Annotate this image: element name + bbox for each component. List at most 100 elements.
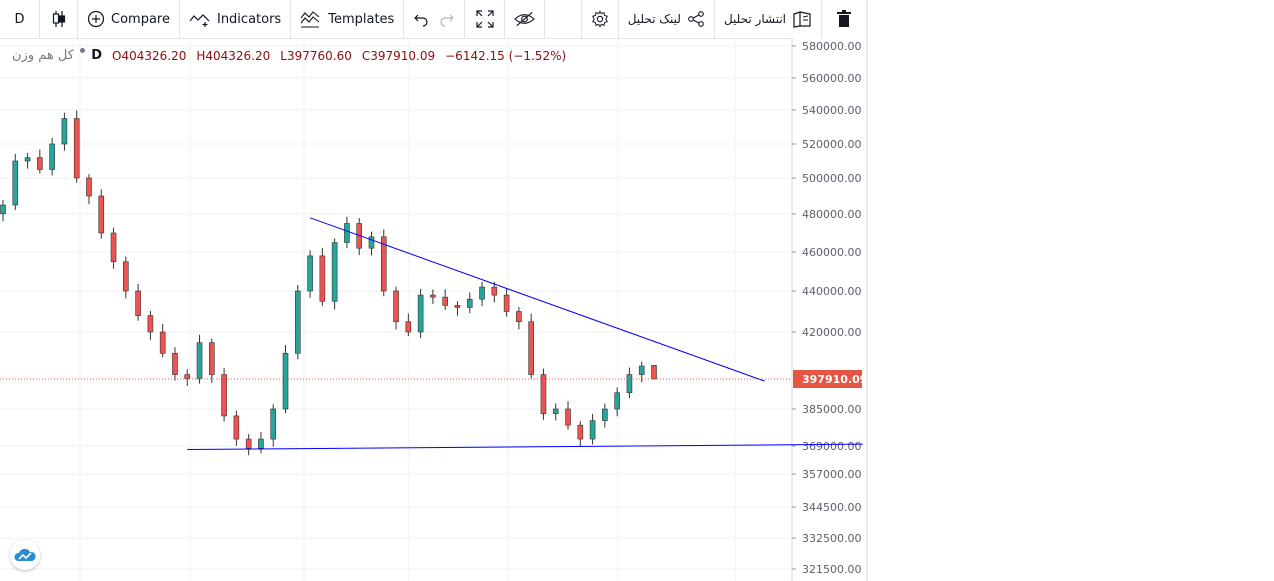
candle-body [172, 352, 178, 375]
candle-body [184, 374, 191, 380]
candle-body [110, 232, 117, 263]
legend-change: −6142.15 (−1.52%) [445, 48, 567, 63]
symbol-legend: کل هم وزن D O404326.20 H404326.20 L39776… [12, 48, 566, 63]
price-axis-label: 344500.00 [802, 501, 862, 514]
price-axis-label: 332500.00 [802, 532, 862, 545]
candle-body [245, 438, 252, 449]
candle-body [577, 424, 584, 440]
legend-high: H404326.20 [196, 48, 271, 63]
indicators-button[interactable]: Indicators [180, 0, 292, 38]
panel-edge [866, 0, 868, 581]
publish-label: انتشار تحلیل [723, 12, 786, 26]
candle-body [552, 408, 559, 414]
candle-body [454, 305, 461, 308]
candle-body [0, 204, 6, 215]
candle-body [319, 255, 326, 302]
gear-icon [591, 10, 608, 28]
compare-label: Compare [111, 11, 170, 27]
undo-icon[interactable] [413, 11, 429, 27]
trash-icon [837, 10, 851, 27]
candle-body [503, 294, 510, 312]
chart-type-button[interactable] [40, 0, 78, 38]
candle-body [307, 255, 313, 292]
price-chart[interactable]: 580000.00 560000.00 540000.00 520000.00 5000… [0, 38, 866, 581]
legend-low: L397760.60 [280, 48, 352, 63]
candle-body [24, 157, 31, 162]
indicators-icon [189, 14, 210, 27]
fullscreen-button[interactable] [465, 0, 506, 38]
fullscreen-icon [476, 10, 494, 28]
candle-body [368, 236, 375, 249]
last-price-label: 397910.09 [802, 373, 866, 386]
candle-body [651, 365, 657, 380]
candle-body [49, 143, 55, 170]
legend-dot [80, 48, 86, 53]
legend-open: O404326.20 [112, 48, 187, 63]
candle-body [602, 408, 608, 421]
candle-body [565, 408, 571, 426]
templates-button[interactable]: Templates [291, 0, 405, 38]
candle-body [147, 315, 154, 333]
chart-frame: D Compare Indicators [0, 0, 866, 581]
publish-icon [793, 11, 811, 28]
price-axis-label: 480000.00 [802, 208, 862, 221]
candle-body [344, 223, 350, 243]
candle-body [233, 415, 240, 440]
candle-body [626, 374, 633, 394]
candle-body [209, 342, 215, 375]
candles-icon [52, 11, 65, 27]
price-axis-label: 500000.00 [802, 172, 862, 185]
candle-body [638, 365, 645, 375]
price-axis-label: 460000.00 [802, 246, 862, 259]
publish-button[interactable]: انتشار تحلیل [715, 0, 822, 38]
last-price-tag [793, 370, 862, 388]
price-axis-label: 520000.00 [802, 138, 862, 151]
candle-body [540, 374, 547, 414]
candle-body [61, 118, 68, 145]
cloud-logo-icon [14, 548, 36, 561]
price-axis-background [792, 38, 866, 581]
share-link-button[interactable]: لینک تحلیل [619, 0, 715, 38]
price-axis-label: 440000.00 [802, 285, 862, 298]
candle-body [270, 408, 277, 440]
compare-button[interactable]: Compare [78, 0, 180, 38]
candle-body [331, 242, 338, 302]
price-axis-label: 321500.00 [802, 563, 862, 576]
candle-body [417, 294, 424, 333]
undo-redo-group [404, 0, 466, 38]
candle-body [37, 157, 43, 170]
resolution-label: D [14, 11, 25, 27]
candle-body [98, 195, 105, 234]
candle-body [479, 286, 485, 300]
candle-body [589, 420, 596, 440]
candle-body [466, 298, 473, 308]
chart-logo[interactable] [10, 540, 40, 570]
candle-body [430, 294, 436, 298]
delete-button[interactable] [822, 0, 866, 38]
share-link-label: لینک تحلیل [627, 12, 681, 26]
top-toolbar: D Compare Indicators [0, 0, 866, 39]
candle-body [258, 438, 264, 449]
settings-button[interactable] [580, 0, 619, 38]
candle-body [73, 118, 80, 179]
redo-icon[interactable] [439, 11, 455, 27]
candle-body [442, 296, 448, 306]
resolution-button[interactable]: D [0, 0, 40, 38]
candle-body [86, 177, 92, 197]
plus-circle-icon [87, 10, 105, 28]
candle-body [528, 321, 534, 375]
price-axis-label: 560000.00 [802, 72, 862, 85]
price-axis-label: 369000.00 [802, 440, 862, 453]
candle-body [123, 261, 129, 292]
candle-body [516, 311, 522, 323]
trendline-resistance [309, 217, 765, 382]
indicators-label: Indicators [216, 11, 282, 27]
price-axis-label: 580000.00 [802, 40, 862, 53]
price-axis-label: 420000.00 [802, 326, 862, 339]
candle-body [393, 290, 399, 323]
legend-symbol: کل هم وزن D [12, 48, 102, 63]
candle-body [159, 331, 166, 354]
hide-drawings-button[interactable] [505, 0, 546, 38]
candle-body [614, 392, 620, 410]
candle-body [196, 342, 203, 380]
